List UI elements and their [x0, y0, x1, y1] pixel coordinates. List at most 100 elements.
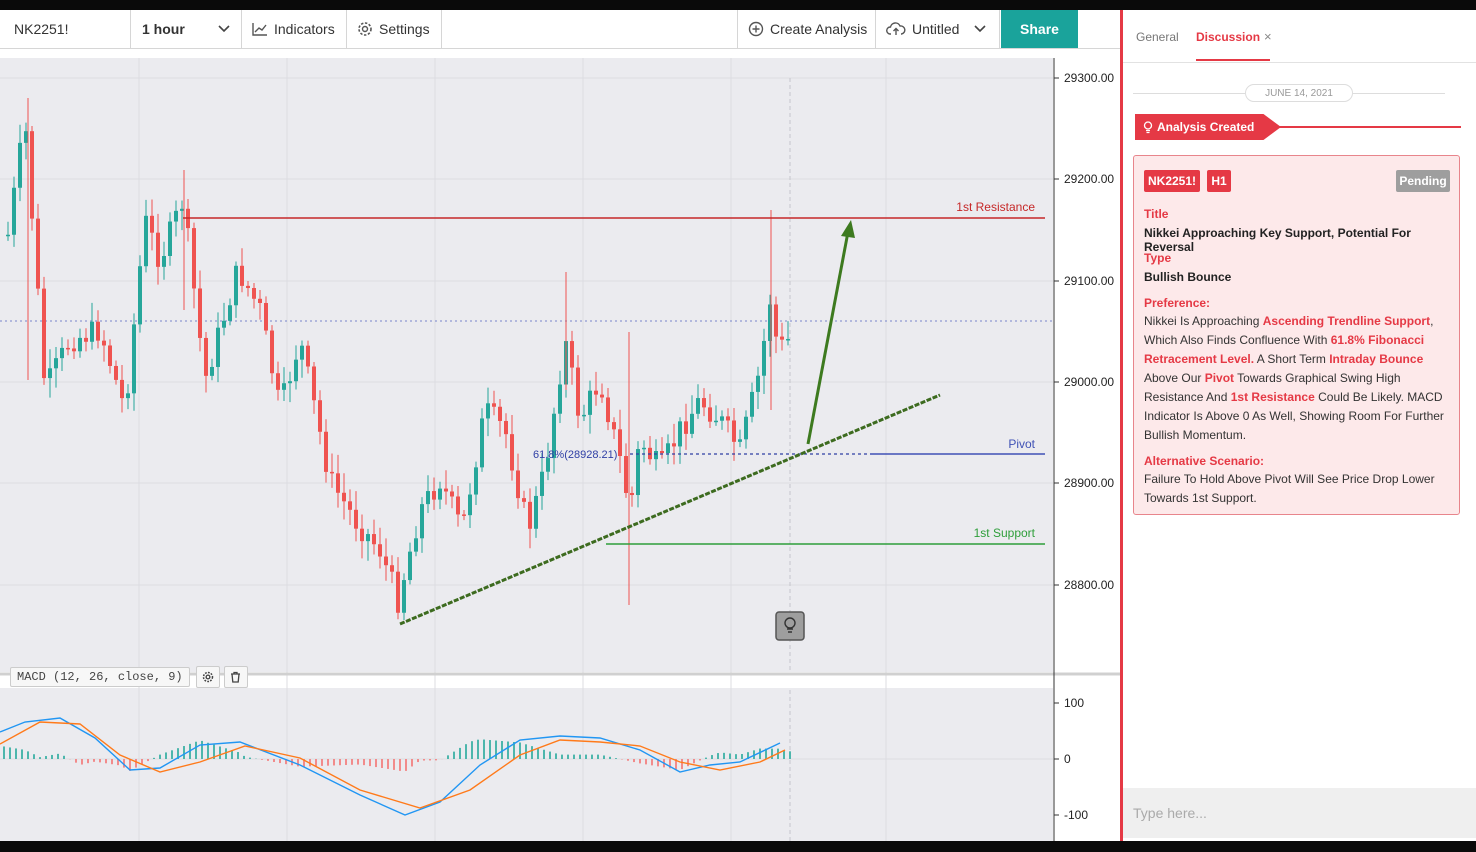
window-bottom-bar [0, 841, 1476, 852]
candle-body [432, 491, 436, 500]
candle-body [528, 501, 532, 529]
candle-body [198, 288, 202, 338]
alternative-text: Failure To Hold Above Pivot Will See Pri… [1144, 472, 1435, 505]
macd-tick: -100 [1064, 808, 1088, 822]
macd-axis-labels: 100 0 -100 [1054, 696, 1088, 822]
chart-canvas[interactable]: 1st Resistance Pivot 61.8%(28928.21) 1st… [0, 48, 1120, 841]
create-analysis-button[interactable]: Create Analysis [737, 10, 876, 48]
candle-body [408, 551, 412, 581]
tab-close-icon[interactable]: × [1264, 29, 1272, 44]
candle-body [108, 345, 112, 366]
indicators-button[interactable]: Indicators [242, 10, 347, 48]
settings-button[interactable]: Settings [347, 10, 442, 48]
projection-arrow-head [841, 220, 855, 238]
timeframe-badge: H1 [1207, 170, 1231, 192]
ascending-trendline[interactable] [399, 393, 941, 626]
candle-body [270, 330, 274, 374]
create-analysis-label: Create Analysis [770, 21, 868, 37]
trash-icon [231, 671, 241, 683]
tab-general[interactable]: General [1136, 30, 1179, 44]
candle-body [390, 565, 394, 572]
candle-body [588, 390, 592, 415]
analysis-created-banner: Analysis Created [1135, 114, 1281, 140]
symbol-badge: NK2251! [1144, 170, 1200, 192]
symbol-text: NK2251! [14, 21, 69, 37]
chart-line-icon [252, 23, 267, 36]
macd-delete-button[interactable] [223, 666, 248, 688]
candle-body [756, 375, 760, 392]
macd-line [0, 717, 781, 816]
candle-body [780, 336, 784, 340]
support-label: 1st Support [974, 526, 1036, 540]
candle-body [738, 439, 742, 442]
candle-body [60, 347, 64, 359]
candle-body [204, 337, 208, 376]
candle-body [54, 358, 58, 369]
chevron-down-icon [974, 25, 986, 33]
candle-body [762, 340, 766, 376]
interval-select[interactable]: 1 hour [131, 10, 242, 48]
tab-discussion[interactable]: Discussion [1196, 30, 1261, 44]
candle-body [96, 321, 100, 341]
status-badge: Pending [1396, 170, 1450, 192]
candle-body [18, 142, 22, 188]
candle-body [696, 398, 700, 414]
candle-body [324, 431, 328, 472]
candle-body [660, 451, 664, 454]
candle-body [180, 208, 184, 211]
share-button[interactable]: Share [1001, 10, 1078, 48]
candle-body [540, 471, 544, 496]
candle-body [216, 327, 220, 367]
candle-body [384, 556, 388, 566]
candle-body [342, 492, 346, 502]
candle-body [210, 366, 214, 376]
lightbulb-icon [1143, 120, 1153, 133]
macd-tick: 0 [1064, 752, 1071, 766]
candle-body [144, 215, 148, 267]
candle-body [24, 131, 28, 143]
resistance-label: 1st Resistance [956, 200, 1035, 214]
candle-body [768, 304, 772, 341]
candle-body [480, 418, 484, 468]
candle-body [732, 420, 736, 442]
candle-body [48, 368, 52, 379]
candle-body [498, 406, 502, 421]
macd-settings-button[interactable] [195, 666, 220, 688]
date-pill: JUNE 14, 2021 [1245, 84, 1353, 102]
candle-body [678, 421, 682, 447]
candle-body [138, 266, 142, 325]
price-tick: 29200.00 [1064, 172, 1114, 186]
candle-body [444, 488, 448, 492]
candles [6, 98, 790, 620]
candle-body [726, 416, 730, 421]
candle-body [318, 400, 322, 432]
candle-body [624, 456, 628, 493]
candle-body [546, 458, 550, 472]
candle-body [114, 365, 118, 380]
candle-body [174, 210, 178, 222]
macd-legend: MACD (12, 26, close, 9) [10, 666, 248, 688]
candle-body [576, 367, 580, 416]
candle-body [642, 447, 646, 450]
projection-arrow-shaft[interactable] [806, 231, 850, 445]
candle-body [228, 305, 232, 321]
candle-body [522, 498, 526, 502]
candle-body [150, 215, 154, 233]
candle-body [300, 345, 304, 360]
chevron-down-icon [218, 25, 230, 33]
cloud-upload-icon [886, 22, 906, 35]
candle-body [306, 345, 310, 367]
document-menu[interactable]: Untitled [876, 10, 1000, 48]
analysis-marker[interactable] [775, 611, 805, 641]
macd-pane-bg [0, 688, 1053, 841]
chart-area[interactable]: NK2251! 1 hour Indicators Settings Creat… [0, 10, 1120, 841]
candle-body [558, 384, 562, 414]
macd-legend-text[interactable]: MACD (12, 26, close, 9) [10, 667, 190, 687]
message-input[interactable]: Type here... [1123, 788, 1476, 838]
candle-body [462, 514, 466, 516]
symbol-field[interactable]: NK2251! [0, 10, 131, 48]
interval-text: 1 hour [142, 21, 185, 37]
candle-body [786, 338, 790, 341]
candle-body [258, 298, 262, 303]
analysis-card: NK2251! H1 Pending Title Nikkei Approach… [1133, 155, 1460, 515]
